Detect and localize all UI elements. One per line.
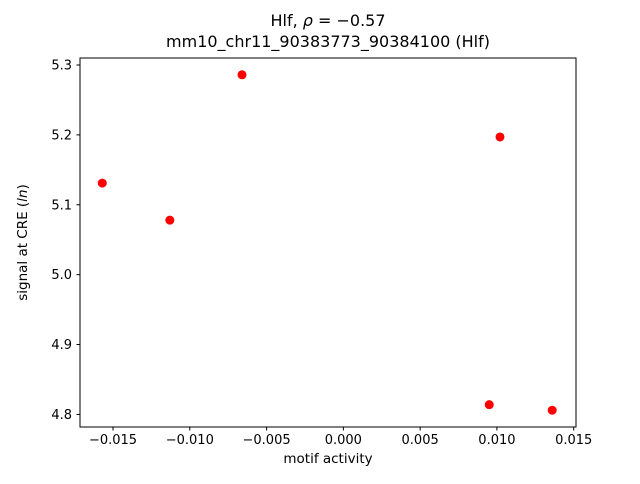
- y-tick-label: 4.9: [51, 338, 72, 353]
- chart-subtitle: mm10_chr11_90383773_90384100 (Hlf): [166, 32, 490, 52]
- data-point: [547, 405, 557, 415]
- y-tick-label: 5.3: [51, 58, 72, 73]
- plot-border: [79, 57, 577, 428]
- data-point: [165, 215, 175, 225]
- x-tick-label: 0.015: [555, 433, 592, 448]
- x-tick-label: 0.010: [478, 433, 515, 448]
- data-point: [484, 400, 494, 410]
- x-tick-label: −0.015: [89, 433, 137, 448]
- y-axis-label: signal at CRE (ln): [15, 184, 31, 301]
- chart-title: Hlf, ρ = −0.57: [270, 11, 385, 30]
- x-tick-label: −0.010: [166, 433, 214, 448]
- y-tick-label: 4.8: [51, 408, 72, 423]
- data-point: [237, 70, 247, 80]
- data-point: [97, 178, 107, 188]
- data-point: [495, 132, 505, 142]
- x-axis-label: motif activity: [283, 451, 372, 467]
- y-tick-label: 5.1: [51, 198, 72, 213]
- x-tick-label: −0.005: [243, 433, 291, 448]
- y-tick-label: 5.0: [51, 268, 72, 283]
- y-tick-label: 5.2: [51, 128, 72, 143]
- x-tick-label: 0.000: [325, 433, 362, 448]
- x-tick-label: 0.005: [402, 433, 439, 448]
